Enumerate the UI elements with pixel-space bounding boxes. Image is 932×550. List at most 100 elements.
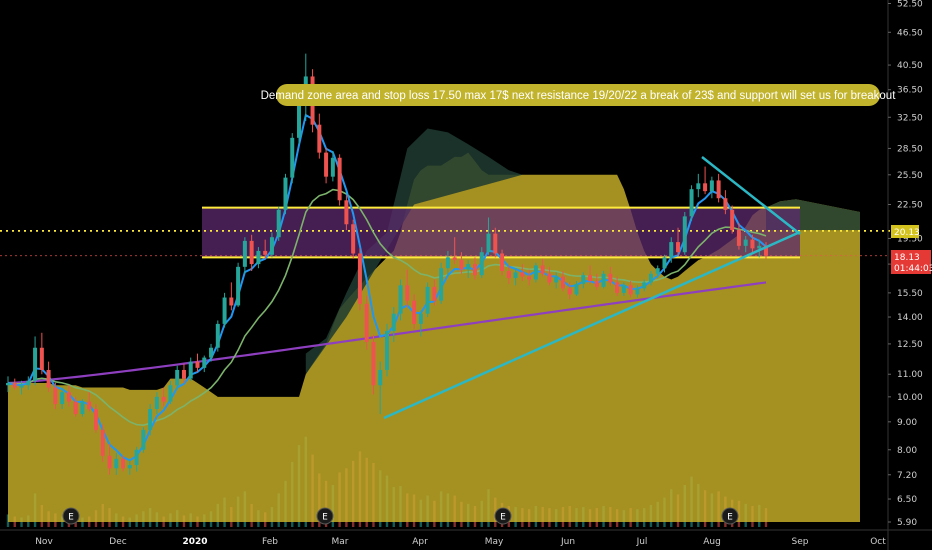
candle-body	[80, 401, 85, 415]
candle-body	[53, 387, 58, 405]
price-tick-label: 5.90	[897, 518, 917, 528]
candle-body	[405, 285, 410, 301]
candle-body	[73, 401, 78, 415]
time-axis-label: Sep	[792, 537, 809, 547]
candle-body	[655, 268, 660, 274]
candle-body	[608, 273, 613, 283]
candle-body	[256, 250, 261, 265]
candle-body	[418, 313, 423, 324]
candle-body	[452, 257, 457, 261]
price-tick-label: 14.00	[897, 313, 923, 323]
time-axis-label: Feb	[262, 537, 278, 547]
price-tick-label: 28.50	[897, 144, 923, 154]
candle-body	[337, 157, 342, 201]
candle-body	[696, 183, 701, 190]
time-axis-label: Mar	[332, 537, 349, 547]
time-axis-label: Jul	[636, 537, 648, 547]
earnings-marker-label: E	[322, 513, 328, 523]
candle-body	[574, 283, 579, 295]
candle-body	[276, 209, 281, 238]
price-tag-last	[891, 250, 931, 274]
candle-body	[202, 357, 207, 368]
candle-body	[209, 347, 214, 358]
candle-body	[743, 239, 748, 246]
candle-body	[445, 257, 450, 269]
candle-body	[500, 253, 505, 271]
candle-body	[19, 385, 24, 388]
earnings-marker-label: E	[500, 513, 506, 523]
demand-zone	[0, 206, 890, 259]
time-axis-label: Dec	[109, 537, 126, 547]
candle-body	[757, 245, 762, 249]
price-tick-label: 15.50	[897, 289, 923, 299]
candle-body	[324, 152, 329, 177]
candle-body	[148, 409, 153, 430]
candle-body	[513, 272, 518, 279]
candle-body	[412, 300, 417, 324]
candle-body	[344, 200, 349, 225]
candle-body	[175, 369, 180, 386]
candle-body	[26, 380, 31, 386]
candle-body	[615, 282, 620, 293]
candle-body	[242, 240, 247, 267]
candle-body	[249, 240, 254, 265]
candle-body	[581, 275, 586, 284]
candle-body	[662, 257, 667, 269]
price-tags: 20.13 18.13 01:44:03	[891, 225, 932, 274]
price-tick-label: 22.50	[897, 200, 923, 210]
candle-body	[222, 297, 227, 324]
candle-body	[520, 272, 525, 277]
candle-body	[161, 396, 166, 402]
time-axis-label: Aug	[703, 537, 721, 547]
volume-bar	[128, 517, 132, 527]
time-axis-label: 2020	[182, 537, 207, 547]
annotation-text: Demand zone area and stop loss 17.50 max…	[261, 90, 897, 102]
candle-body	[121, 458, 126, 469]
candle-body	[33, 347, 38, 381]
candle-body	[378, 369, 383, 386]
earnings-marker	[494, 507, 512, 525]
price-tick-label: 9.00	[897, 418, 917, 428]
candle-body	[750, 239, 755, 249]
candle-body	[736, 230, 741, 246]
candle-body	[229, 297, 234, 306]
candle-body	[236, 266, 241, 306]
candle-body	[669, 242, 674, 258]
candle-body	[107, 455, 112, 469]
candle-body	[479, 252, 484, 276]
candle-body	[269, 237, 274, 255]
price-tick-label: 46.50	[897, 28, 923, 38]
candle-body	[506, 270, 511, 279]
candle-body	[351, 224, 356, 254]
candle-body	[134, 449, 139, 466]
candle-body	[12, 383, 17, 388]
candle-body	[703, 183, 708, 192]
candle-body	[181, 369, 186, 379]
candle-body	[554, 276, 559, 283]
candle-body	[547, 273, 552, 283]
candle-body	[330, 157, 335, 177]
candle-body	[493, 233, 498, 254]
annotation-bubble	[276, 84, 880, 106]
candle-body	[100, 429, 105, 456]
earnings-marker	[721, 507, 739, 525]
candle-body	[385, 330, 389, 370]
price-tick-label: 32.50	[897, 113, 923, 123]
time-axis-label: Nov	[35, 537, 53, 547]
candle-body	[716, 180, 721, 199]
zone-fill	[202, 207, 800, 258]
price-tick-label: 19.50	[897, 234, 923, 244]
candle-body	[46, 369, 51, 388]
candle-body	[709, 180, 714, 192]
candle-body	[263, 250, 268, 255]
candle-body	[594, 280, 599, 287]
candle-body	[168, 385, 173, 402]
volume-bar	[20, 517, 23, 527]
candle-body	[141, 429, 146, 450]
candle-body	[567, 288, 572, 295]
cloud-dark-region	[305, 128, 523, 375]
candle-body	[628, 285, 633, 295]
time-axis: Nov Dec 2020 Feb Mar Apr May Jun Jul Aug Sep Oct	[0, 529, 932, 547]
